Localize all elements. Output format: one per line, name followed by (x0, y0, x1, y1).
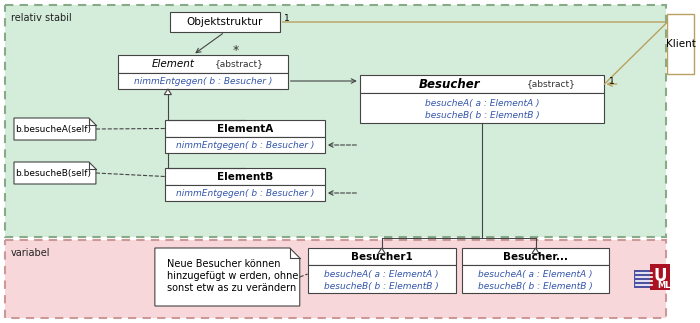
Text: {abstract}: {abstract} (216, 59, 264, 68)
Bar (165, 120, 325, 137)
Text: besucheA( a : ElementA ): besucheA( a : ElementA ) (478, 269, 593, 278)
Polygon shape (378, 248, 385, 254)
Text: relativ stabil: relativ stabil (11, 13, 71, 23)
Bar (118, 55, 288, 73)
Polygon shape (164, 89, 172, 95)
Bar (461, 265, 610, 293)
Text: 1: 1 (608, 77, 614, 86)
Bar (165, 185, 325, 201)
Text: Besucher...: Besucher... (503, 252, 568, 262)
Text: b.besucheB(self): b.besucheB(self) (15, 169, 91, 178)
Bar (360, 93, 605, 123)
Bar (634, 270, 655, 288)
Text: variabel: variabel (11, 248, 50, 258)
Text: 1: 1 (284, 14, 290, 23)
Text: Objektstruktur: Objektstruktur (187, 17, 263, 27)
Bar (667, 14, 694, 74)
Text: ElementA: ElementA (217, 123, 273, 133)
Bar (308, 265, 456, 293)
Text: nimmEntgegen( b : Besucher ): nimmEntgegen( b : Besucher ) (176, 141, 314, 150)
FancyBboxPatch shape (5, 5, 666, 237)
Polygon shape (14, 162, 96, 184)
Text: Besucher1: Besucher1 (351, 252, 412, 262)
Text: *: * (233, 44, 239, 57)
Bar (170, 12, 280, 32)
Text: besucheB( b : ElementB ): besucheB( b : ElementB ) (324, 282, 439, 290)
Text: besucheA( a : ElementA ): besucheA( a : ElementA ) (324, 269, 439, 278)
Text: ElementB: ElementB (217, 172, 273, 182)
Polygon shape (14, 118, 96, 140)
Text: b.besucheA(self): b.besucheA(self) (15, 124, 91, 133)
Bar (461, 248, 610, 265)
Text: Element: Element (151, 59, 195, 69)
Text: sonst etw as zu verändern: sonst etw as zu verändern (167, 283, 296, 293)
Bar (308, 248, 456, 265)
Text: ML: ML (658, 282, 671, 290)
Text: Neue Besucher können: Neue Besucher können (167, 259, 281, 269)
Text: U: U (654, 267, 667, 285)
Text: besucheB( b : ElementB ): besucheB( b : ElementB ) (478, 282, 593, 290)
Text: nimmEntgegen( b : Besucher ): nimmEntgegen( b : Besucher ) (176, 189, 314, 197)
FancyBboxPatch shape (5, 240, 666, 318)
Bar (165, 137, 325, 153)
Bar (650, 264, 671, 290)
Polygon shape (155, 248, 300, 306)
Text: nimmEntgegen( b : Besucher ): nimmEntgegen( b : Besucher ) (134, 77, 272, 86)
Text: Besucher: Besucher (419, 78, 480, 90)
Text: besucheA( a : ElementA ): besucheA( a : ElementA ) (425, 99, 539, 108)
Text: {abstract}: {abstract} (527, 79, 576, 89)
Polygon shape (532, 248, 539, 254)
Bar (165, 168, 325, 185)
Text: Klient: Klient (666, 39, 696, 49)
Text: besucheB( b : ElementB ): besucheB( b : ElementB ) (425, 110, 540, 120)
Text: hinzugefügt w erden, ohne: hinzugefügt w erden, ohne (167, 271, 298, 281)
Bar (118, 73, 288, 89)
Bar (360, 75, 605, 93)
